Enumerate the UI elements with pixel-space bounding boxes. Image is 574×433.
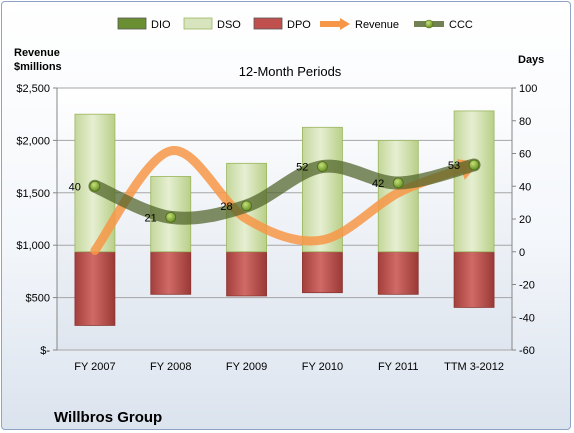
- right-axis-label: Days: [518, 54, 544, 66]
- right-tick-label: 80: [519, 116, 531, 128]
- footer-company-name: Willbros Group: [54, 409, 162, 426]
- ccc-data-label: 42: [372, 178, 384, 190]
- legend-swatch-dso: [183, 17, 213, 30]
- right-tick-label: 100: [519, 83, 537, 95]
- dpo-bar: [302, 251, 343, 294]
- category-label: FY 2009: [226, 361, 267, 373]
- category-label: FY 2011: [378, 361, 419, 373]
- left-tick-label: $1,500: [16, 188, 50, 200]
- legend-swatch-ccc-dot: [424, 19, 434, 29]
- category-label: FY 2008: [150, 361, 191, 373]
- ccc-point: [392, 177, 404, 189]
- legend-label-dio: DIO: [151, 19, 171, 31]
- legend-swatch-revenue-arrow: [340, 18, 350, 30]
- legend-label-revenue: Revenue: [355, 19, 399, 31]
- dpo-bar: [74, 251, 116, 326]
- ccc-point: [241, 200, 252, 212]
- axes: $- $500 $1,000 $1,500 $2,000 $2,500 -60 -40 -20 0…: [16, 83, 537, 373]
- right-tick-label: 60: [519, 149, 531, 161]
- category-label: TTM 3-2012: [444, 361, 504, 373]
- left-tick-label: $2,000: [16, 135, 50, 147]
- right-tick-label: 40: [519, 181, 531, 193]
- category-label: FY 2007: [74, 361, 115, 373]
- ccc-data-label: 28: [220, 201, 232, 213]
- ccc-point: [317, 161, 328, 173]
- chart-svg: DIO DSO DPO Revenue CCC Revenue $millions Da…: [14, 17, 544, 426]
- ccc-data-label: 21: [145, 212, 157, 224]
- right-tick-label: -60: [519, 345, 535, 357]
- left-axis-label-line2: $millions: [14, 61, 62, 73]
- dpo-bar: [150, 251, 192, 295]
- ccc-point: [468, 159, 480, 171]
- right-tick-label: -20: [519, 280, 535, 292]
- ccc-data-label: 40: [69, 181, 81, 193]
- chart-title: 12-Month Periods: [239, 64, 342, 79]
- dpo-bar: [226, 251, 267, 297]
- ccc-point: [89, 180, 101, 192]
- left-tick-label: $1,000: [16, 240, 50, 252]
- right-tick-label: 0: [519, 247, 525, 259]
- dpo-bar: [453, 251, 495, 308]
- right-tick-label: -40: [519, 312, 535, 324]
- left-axis-label-line1: Revenue: [14, 47, 60, 59]
- ccc-series: 40 21 28 52 42 53: [69, 158, 481, 225]
- right-tick-label: 20: [519, 214, 531, 226]
- revenue-line: [90, 146, 468, 255]
- left-tick-label: $500: [26, 293, 50, 305]
- left-tick-label: $2,500: [16, 83, 50, 95]
- legend: DIO DSO DPO Revenue CCC: [117, 17, 473, 31]
- legend-label-dso: DSO: [217, 19, 241, 31]
- legend-swatch-dpo: [253, 17, 283, 30]
- plot-area: [57, 88, 512, 350]
- ccc-point: [165, 211, 177, 223]
- category-label: FY 2010: [302, 361, 343, 373]
- dso-bar: [453, 110, 495, 253]
- ccc-data-label: 53: [448, 160, 460, 172]
- ccc-data-label: 52: [296, 162, 308, 174]
- dpo-bar: [377, 251, 419, 295]
- legend-label-dpo: DPO: [287, 19, 311, 31]
- left-tick-label: $-: [40, 345, 50, 357]
- legend-label-ccc: CCC: [449, 19, 473, 31]
- legend-swatch-dio: [117, 17, 147, 30]
